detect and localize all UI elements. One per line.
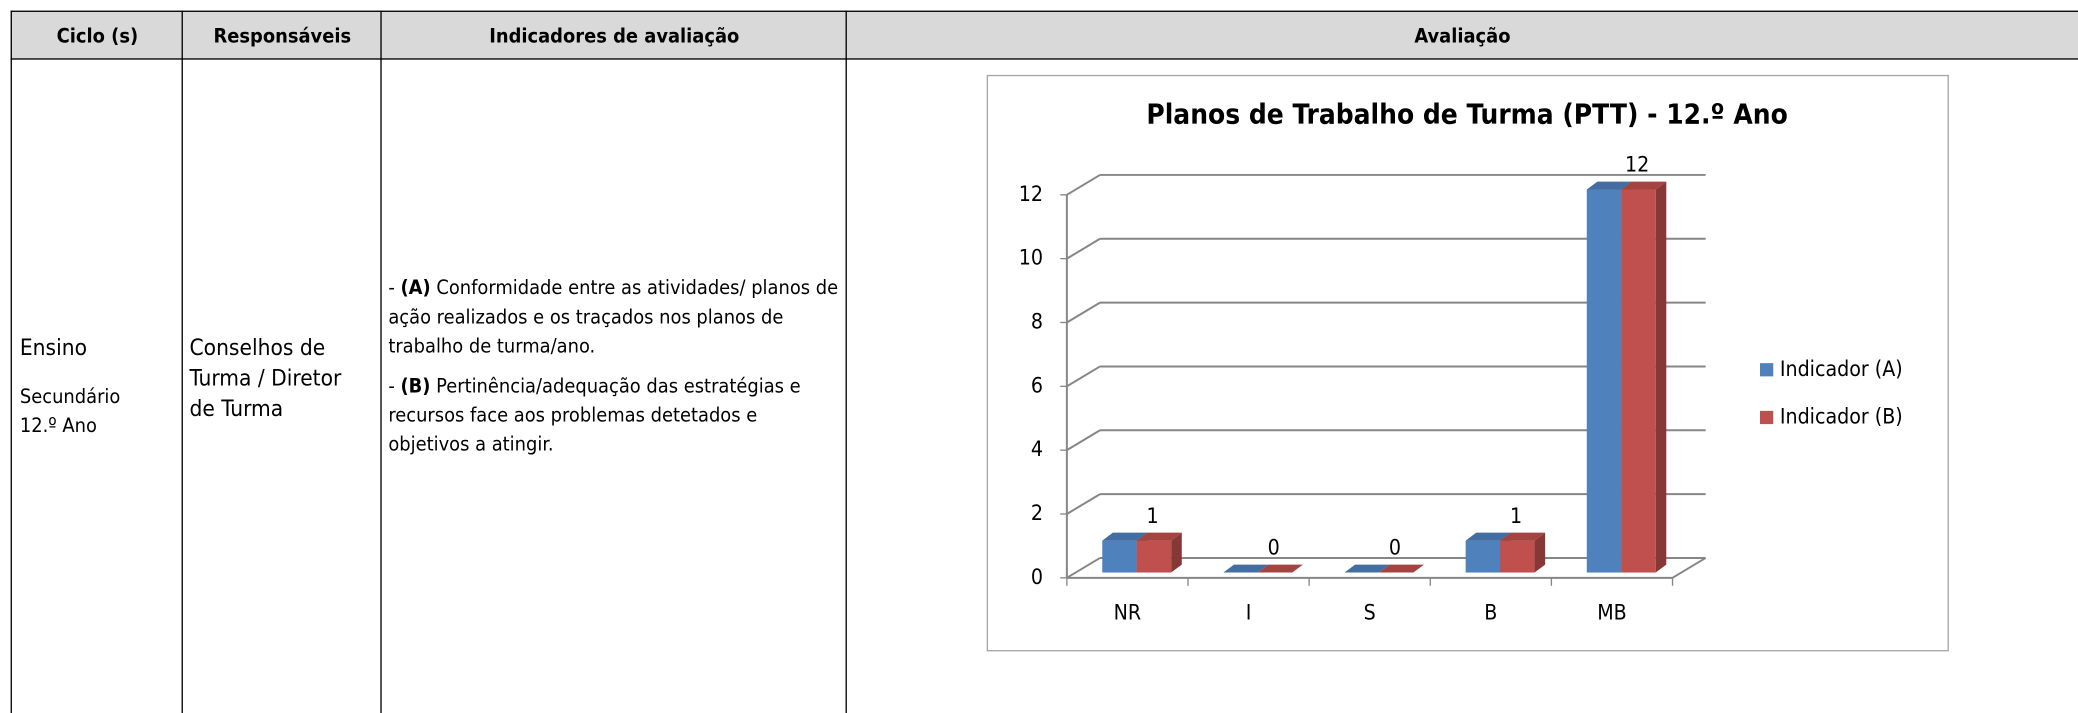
y-tick-label: 0 <box>1031 564 1043 589</box>
bar-top <box>1102 532 1148 541</box>
bar-front <box>1500 540 1535 573</box>
y-tick-label: 12 <box>1019 181 1043 206</box>
x-tick-label: NR <box>1114 600 1142 625</box>
bar-side <box>1655 181 1667 573</box>
value-label: 12 <box>1625 152 1649 177</box>
y-tick-label: 8 <box>1031 308 1043 333</box>
y-tick-label: 4 <box>1031 436 1043 461</box>
bar-side <box>1171 532 1182 573</box>
indicator-text: Pertinência/adequação das estratégias e … <box>388 373 801 456</box>
x-tick-label: B <box>1484 600 1497 625</box>
header-text: Responsáveis <box>213 23 352 48</box>
bar-top <box>1136 532 1182 541</box>
bar-front <box>1465 540 1501 573</box>
indicators: - (A) Conformidade entre as atividades/ … <box>388 273 839 469</box>
bar-top <box>1257 564 1303 573</box>
bar-top <box>1586 181 1632 190</box>
header-text: Indicadores de avaliação <box>489 23 740 48</box>
column-border <box>845 58 847 713</box>
bar-top <box>1621 181 1667 190</box>
bar-top <box>1223 564 1269 573</box>
header-cell: Indicadores de avaliação <box>380 10 847 60</box>
bar <box>1378 564 1425 573</box>
grid-line <box>1066 301 1101 324</box>
value-label: 1 <box>1147 503 1159 528</box>
bullet: - <box>388 373 395 398</box>
grid-line <box>1066 493 1101 515</box>
responsible: Conselhos de Turma / Diretor de Turma <box>189 335 342 423</box>
marker: (B) <box>400 373 431 398</box>
floor-edge <box>1672 557 1707 579</box>
value-label: 0 <box>1268 535 1280 560</box>
bar <box>1223 564 1269 573</box>
bar <box>1344 564 1390 573</box>
value-label: 0 <box>1389 535 1401 560</box>
legend-swatch <box>1759 363 1774 377</box>
bar-top <box>1500 532 1546 541</box>
y-tick-label: 2 <box>1031 500 1043 525</box>
column-border <box>181 58 183 713</box>
bar <box>1621 181 1667 573</box>
header-cell: Ciclo (s) <box>10 10 183 60</box>
legend-swatch <box>1759 410 1774 425</box>
cycle-line: 12.º Ano <box>19 413 97 438</box>
grid-line <box>1066 174 1101 196</box>
bar-front <box>1136 540 1172 573</box>
chart-title: Planos de Trabalho de Turma (PTT) - 12.º… <box>1146 97 1787 130</box>
legend-label: Indicador (A) <box>1780 356 1903 381</box>
header-cell: Avaliação <box>845 10 2078 60</box>
x-tick-label: MB <box>1597 600 1627 625</box>
cycle-line: Ensino <box>19 335 87 362</box>
header-cell: Responsáveis <box>181 10 382 60</box>
grid-line <box>1066 237 1101 260</box>
column-border <box>380 58 382 713</box>
y-tick-label: 6 <box>1031 372 1043 397</box>
value-label: 1 <box>1510 503 1522 528</box>
grid-line <box>1066 557 1101 579</box>
bar-top <box>1344 564 1390 573</box>
cycle-line: Secundário <box>19 384 121 409</box>
header-text: Avaliação <box>1414 23 1511 48</box>
legend-label: Indicador (B) <box>1780 403 1903 428</box>
bar <box>1500 532 1546 573</box>
header-text: Ciclo (s) <box>56 23 139 48</box>
indicator: - (A) Conformidade entre as atividades/ … <box>388 273 839 360</box>
bullet: - <box>388 275 395 300</box>
bar-side <box>1534 532 1546 573</box>
indicator-text: Conformidade entre as atividades/ planos… <box>388 275 839 358</box>
bar-top <box>1465 532 1511 541</box>
column-border <box>10 58 12 713</box>
bar-front <box>1586 189 1622 573</box>
bar-front <box>1621 189 1656 573</box>
bar <box>1136 532 1182 573</box>
x-tick-label: I <box>1246 600 1252 625</box>
x-tick-label: S <box>1364 600 1376 625</box>
grid-line <box>1066 365 1101 388</box>
bar <box>1257 564 1303 573</box>
grid-line <box>1066 429 1101 452</box>
indicator: - (B) Pertinência/adequação das estratég… <box>388 371 839 458</box>
marker: (A) <box>400 275 431 300</box>
bar-front <box>1102 540 1137 573</box>
bar-top <box>1378 564 1425 573</box>
y-tick-label: 10 <box>1019 245 1043 270</box>
